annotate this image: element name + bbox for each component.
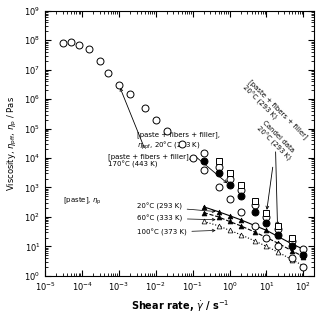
Text: [paste + fibers + filler],
170°C (443 K): [paste + fibers + filler], 170°C (443 K) [108,89,191,168]
X-axis label: Shear rate, $\dot{\gamma}$ / s$^{-1}$: Shear rate, $\dot{\gamma}$ / s$^{-1}$ [131,299,229,315]
Text: Candel data
20°C (293 K): Candel data 20°C (293 K) [255,120,297,209]
Text: [paste + fibers + filler]
20°C (293 K): [paste + fibers + filler] 20°C (293 K) [241,78,308,225]
Text: 100°C (373 K): 100°C (373 K) [137,229,215,236]
Text: [paste], $\eta_{\mathrm{p}}$: [paste], $\eta_{\mathrm{p}}$ [63,195,101,207]
Text: 20°C (293 K): 20°C (293 K) [137,203,215,212]
Y-axis label: Viscosity, $\eta_{\mathrm{pff}},\,\eta_{\mathrm{p}}$ / Pas: Viscosity, $\eta_{\mathrm{pff}},\,\eta_{… [5,96,19,191]
Text: 60°C (333 K): 60°C (333 K) [137,215,215,222]
Text: [paste + fibers + filler],
$\eta_{\mathrm{ppf}}$, 20°C (293 K): [paste + fibers + filler], $\eta_{\mathr… [137,132,227,183]
